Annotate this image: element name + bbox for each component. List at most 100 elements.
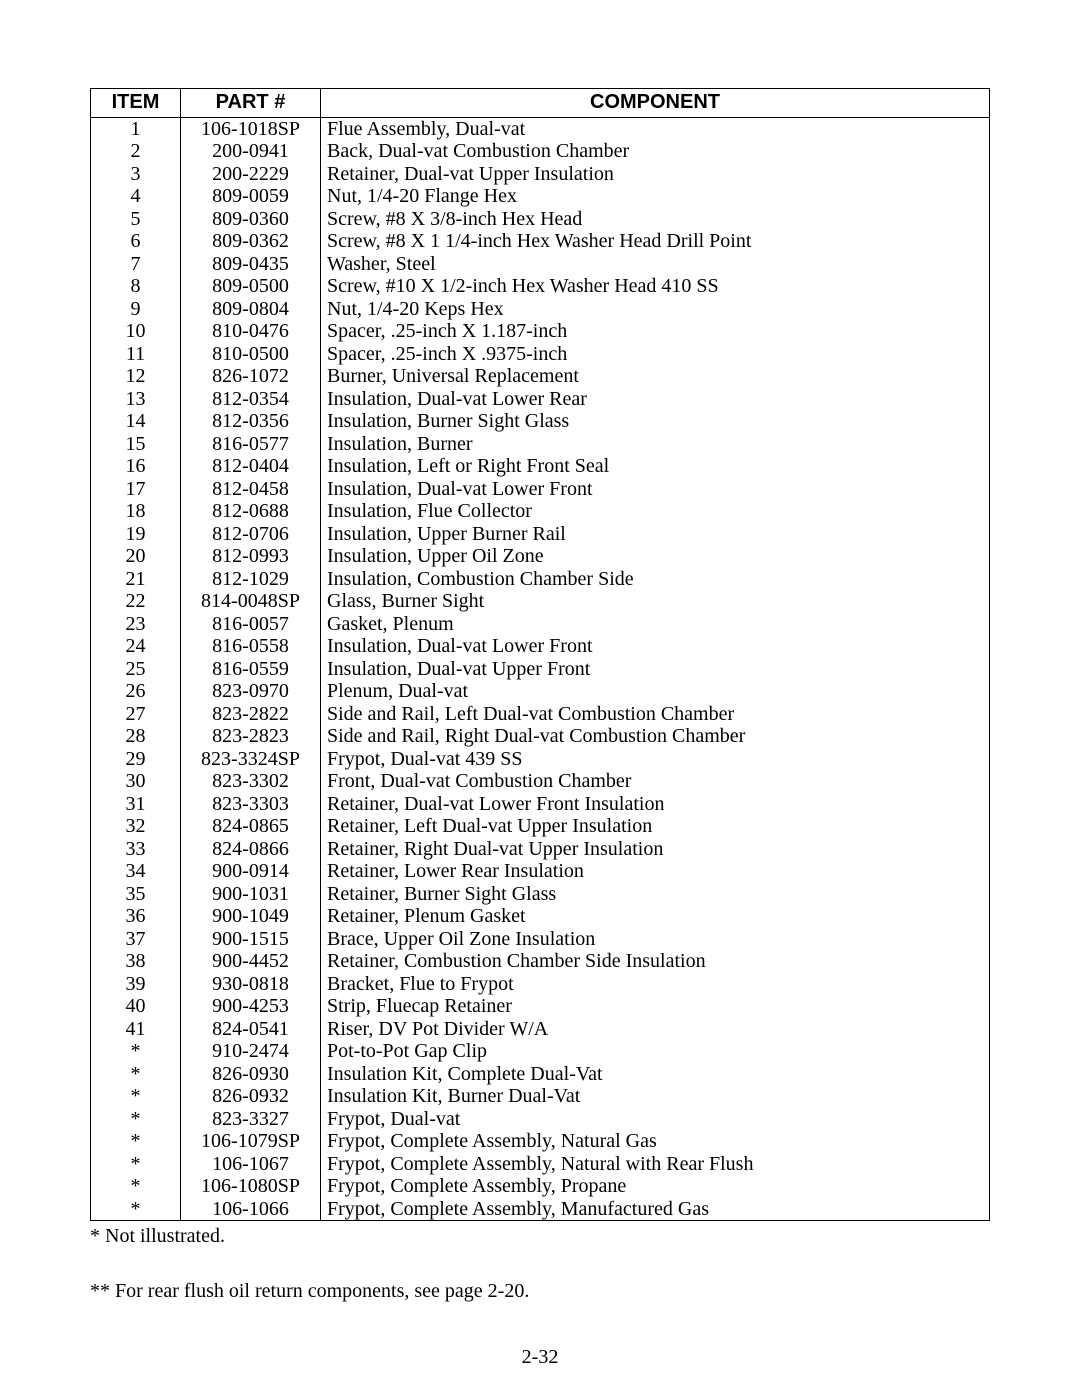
- cell-component: Insulation, Dual-vat Lower Rear: [321, 388, 990, 411]
- table-row: *106-1067Frypot, Complete Assembly, Natu…: [91, 1153, 990, 1176]
- table-row: 39930-0818Bracket, Flue to Frypot: [91, 973, 990, 996]
- cell-component: Frypot, Complete Assembly, Propane: [321, 1175, 990, 1198]
- table-row: 30823-3302Front, Dual-vat Combustion Cha…: [91, 770, 990, 793]
- cell-part: 200-0941: [181, 140, 321, 163]
- cell-part: 910-2474: [181, 1040, 321, 1063]
- cell-item: 33: [91, 838, 181, 861]
- cell-part: 810-0500: [181, 343, 321, 366]
- table-row: 31823-3303Retainer, Dual-vat Lower Front…: [91, 793, 990, 816]
- cell-item: 29: [91, 748, 181, 771]
- cell-part: 809-0500: [181, 275, 321, 298]
- footnote-rear-flush: ** For rear flush oil return components,…: [90, 1280, 990, 1303]
- cell-item: 30: [91, 770, 181, 793]
- cell-component: Frypot, Complete Assembly, Manufactured …: [321, 1198, 990, 1221]
- cell-part: 814-0048SP: [181, 590, 321, 613]
- cell-item: 18: [91, 500, 181, 523]
- cell-component: Side and Rail, Left Dual-vat Combustion …: [321, 703, 990, 726]
- table-row: 2200-0941Back, Dual-vat Combustion Chamb…: [91, 140, 990, 163]
- cell-item: 5: [91, 208, 181, 231]
- cell-part: 824-0541: [181, 1018, 321, 1041]
- cell-component: Insulation, Dual-vat Upper Front: [321, 658, 990, 681]
- cell-part: 200-2229: [181, 163, 321, 186]
- cell-part: 823-2822: [181, 703, 321, 726]
- table-row: 32824-0865Retainer, Left Dual-vat Upper …: [91, 815, 990, 838]
- cell-part: 809-0804: [181, 298, 321, 321]
- cell-component: Retainer, Burner Sight Glass: [321, 883, 990, 906]
- table-row: 41824-0541Riser, DV Pot Divider W/A: [91, 1018, 990, 1041]
- table-row: 12826-1072Burner, Universal Replacement: [91, 365, 990, 388]
- cell-part: 809-0435: [181, 253, 321, 276]
- table-row: 22814-0048SPGlass, Burner Sight: [91, 590, 990, 613]
- cell-item: *: [91, 1130, 181, 1153]
- cell-part: 823-0970: [181, 680, 321, 703]
- cell-item: 21: [91, 568, 181, 591]
- cell-component: Pot-to-Pot Gap Clip: [321, 1040, 990, 1063]
- cell-component: Screw, #8 X 3/8-inch Hex Head: [321, 208, 990, 231]
- cell-part: 809-0362: [181, 230, 321, 253]
- cell-part: 812-0356: [181, 410, 321, 433]
- table-row: 5809-0360Screw, #8 X 3/8-inch Hex Head: [91, 208, 990, 231]
- cell-component: Retainer, Dual-vat Upper Insulation: [321, 163, 990, 186]
- cell-item: 36: [91, 905, 181, 928]
- cell-item: 9: [91, 298, 181, 321]
- table-row: *106-1066Frypot, Complete Assembly, Manu…: [91, 1198, 990, 1221]
- table-row: 15816-0577Insulation, Burner: [91, 433, 990, 456]
- table-row: 16812-0404Insulation, Left or Right Fron…: [91, 455, 990, 478]
- cell-part: 106-1067: [181, 1153, 321, 1176]
- cell-part: 106-1080SP: [181, 1175, 321, 1198]
- cell-part: 812-0706: [181, 523, 321, 546]
- cell-component: Brace, Upper Oil Zone Insulation: [321, 928, 990, 951]
- cell-part: 812-0354: [181, 388, 321, 411]
- table-row: 28823-2823Side and Rail, Right Dual-vat …: [91, 725, 990, 748]
- table-row: 17812-0458Insulation, Dual-vat Lower Fro…: [91, 478, 990, 501]
- cell-part: 823-3303: [181, 793, 321, 816]
- table-row: 27823-2822Side and Rail, Left Dual-vat C…: [91, 703, 990, 726]
- table-row: 24816-0558Insulation, Dual-vat Lower Fro…: [91, 635, 990, 658]
- table-row: 13812-0354Insulation, Dual-vat Lower Rea…: [91, 388, 990, 411]
- cell-component: Washer, Steel: [321, 253, 990, 276]
- table-row: *106-1079SPFrypot, Complete Assembly, Na…: [91, 1130, 990, 1153]
- cell-component: Retainer, Combustion Chamber Side Insula…: [321, 950, 990, 973]
- cell-part: 812-1029: [181, 568, 321, 591]
- table-row: 8809-0500Screw, #10 X 1/2-inch Hex Washe…: [91, 275, 990, 298]
- cell-component: Nut, 1/4-20 Keps Hex: [321, 298, 990, 321]
- cell-component: Insulation, Left or Right Front Seal: [321, 455, 990, 478]
- header-item: ITEM: [91, 89, 181, 118]
- cell-item: *: [91, 1085, 181, 1108]
- cell-part: 824-0866: [181, 838, 321, 861]
- cell-item: *: [91, 1040, 181, 1063]
- cell-part: 823-2823: [181, 725, 321, 748]
- cell-component: Riser, DV Pot Divider W/A: [321, 1018, 990, 1041]
- table-row: *910-2474Pot-to-Pot Gap Clip: [91, 1040, 990, 1063]
- cell-component: Insulation, Upper Burner Rail: [321, 523, 990, 546]
- cell-part: 826-0932: [181, 1085, 321, 1108]
- cell-part: 900-1031: [181, 883, 321, 906]
- page-number: 2-32: [0, 1346, 1080, 1369]
- cell-item: 15: [91, 433, 181, 456]
- cell-component: Insulation, Flue Collector: [321, 500, 990, 523]
- cell-item: 41: [91, 1018, 181, 1041]
- cell-item: 23: [91, 613, 181, 636]
- cell-item: 20: [91, 545, 181, 568]
- cell-component: Insulation Kit, Complete Dual-Vat: [321, 1063, 990, 1086]
- cell-part: 900-1049: [181, 905, 321, 928]
- cell-item: *: [91, 1108, 181, 1131]
- cell-part: 823-3324SP: [181, 748, 321, 771]
- cell-part: 824-0865: [181, 815, 321, 838]
- table-row: 14812-0356Insulation, Burner Sight Glass: [91, 410, 990, 433]
- cell-component: Insulation, Dual-vat Lower Front: [321, 635, 990, 658]
- cell-item: 22: [91, 590, 181, 613]
- cell-component: Spacer, .25-inch X .9375-inch: [321, 343, 990, 366]
- cell-item: *: [91, 1063, 181, 1086]
- table-row: *106-1080SPFrypot, Complete Assembly, Pr…: [91, 1175, 990, 1198]
- table-row: 11810-0500Spacer, .25-inch X .9375-inch: [91, 343, 990, 366]
- cell-component: Nut, 1/4-20 Flange Hex: [321, 185, 990, 208]
- cell-part: 900-1515: [181, 928, 321, 951]
- cell-part: 812-0404: [181, 455, 321, 478]
- cell-item: 13: [91, 388, 181, 411]
- cell-component: Spacer, .25-inch X 1.187-inch: [321, 320, 990, 343]
- cell-item: 25: [91, 658, 181, 681]
- cell-part: 900-4253: [181, 995, 321, 1018]
- cell-item: *: [91, 1153, 181, 1176]
- table-row: 21812-1029Insulation, Combustion Chamber…: [91, 568, 990, 591]
